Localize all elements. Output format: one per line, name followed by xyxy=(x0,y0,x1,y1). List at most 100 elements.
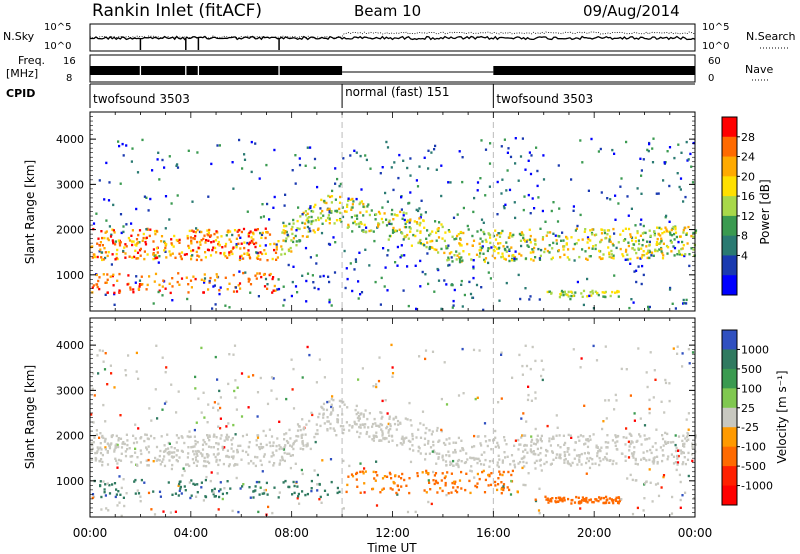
power-cell xyxy=(137,287,140,291)
power-cell xyxy=(164,195,168,198)
power-cell xyxy=(579,139,582,142)
power-cell xyxy=(533,207,536,210)
velocity-cell xyxy=(291,493,294,496)
velocity-cell xyxy=(132,441,136,445)
power-cell xyxy=(674,307,677,310)
power-cell xyxy=(513,201,516,204)
power-cell xyxy=(427,282,430,286)
power-cell xyxy=(235,290,239,293)
power-cell xyxy=(345,267,348,270)
power-cell xyxy=(319,207,322,210)
power-cell xyxy=(665,214,668,218)
power-cell xyxy=(202,237,205,241)
velocity-cell xyxy=(214,495,217,498)
velocity-cell xyxy=(362,413,365,416)
power-cell xyxy=(204,241,207,244)
velocity-cell xyxy=(524,434,527,437)
velocity-cell xyxy=(643,482,646,485)
velocity-cbar-tick-label-5: -100 xyxy=(741,441,766,454)
velocity-cell xyxy=(381,488,384,491)
velocity-cell xyxy=(259,442,262,446)
velocity-cell xyxy=(464,488,467,492)
power-cell xyxy=(307,207,310,211)
power-cell xyxy=(479,177,482,180)
velocity-cell xyxy=(687,428,690,431)
power-cell xyxy=(406,166,409,170)
power-cell xyxy=(472,210,475,214)
velocity-cell xyxy=(131,455,134,458)
velocity-cell xyxy=(166,451,169,455)
velocity-cell xyxy=(97,448,100,451)
velocity-cell xyxy=(586,457,589,460)
power-cell xyxy=(529,295,532,298)
velocity-cell xyxy=(578,460,581,463)
velocity-cell xyxy=(384,436,387,440)
power-cell xyxy=(475,253,479,256)
power-cell xyxy=(128,255,131,258)
velocity-cell xyxy=(666,441,669,444)
power-cell xyxy=(450,251,453,254)
power-cell xyxy=(339,182,342,186)
power-cell xyxy=(610,256,613,259)
velocity-cell xyxy=(545,449,549,453)
power-cell xyxy=(489,142,492,145)
power-cell xyxy=(146,253,149,256)
velocity-cell xyxy=(321,406,324,410)
velocity-cbar-tick-label-2: 100 xyxy=(741,382,762,395)
velocity-cell xyxy=(642,509,645,512)
power-cell xyxy=(522,208,525,212)
power-cell xyxy=(563,290,566,293)
velocity-cell xyxy=(541,378,544,382)
velocity-cell xyxy=(615,499,618,502)
velocity-cell xyxy=(459,449,462,453)
power-cell xyxy=(524,168,527,171)
power-cell xyxy=(209,234,213,237)
velocity-cell xyxy=(162,510,165,513)
power-cell xyxy=(96,255,99,259)
power-cell xyxy=(488,162,492,165)
power-cell xyxy=(98,179,101,182)
power-cell xyxy=(134,249,137,252)
power-cell xyxy=(197,246,200,249)
power-cell xyxy=(692,248,695,251)
power-cell xyxy=(449,181,452,184)
power-cell xyxy=(321,222,324,225)
velocity-cell xyxy=(587,459,590,463)
power-cell xyxy=(562,293,565,297)
power-cell xyxy=(215,273,218,276)
velocity-cell xyxy=(664,381,668,385)
power-cell xyxy=(609,198,612,201)
velocity-cell xyxy=(126,439,129,442)
velocity-cell xyxy=(555,434,558,437)
velocity-cell xyxy=(310,489,313,493)
velocity-cell xyxy=(236,448,239,452)
velocity-cell xyxy=(134,437,137,440)
velocity-cbar-swatch-8 xyxy=(722,485,737,506)
power-cell xyxy=(178,241,181,244)
velocity-cell xyxy=(156,417,159,420)
velocity-cell xyxy=(585,438,588,441)
power-cell xyxy=(152,257,155,261)
power-cell xyxy=(196,151,199,154)
power-cell xyxy=(340,220,343,224)
velocity-cell xyxy=(595,446,598,449)
velocity-cell xyxy=(530,440,533,444)
power-cell xyxy=(357,297,360,300)
velocity-cell xyxy=(664,378,667,382)
power-cell xyxy=(653,230,656,233)
velocity-cell xyxy=(440,479,443,482)
power-cell xyxy=(684,195,687,199)
velocity-cell xyxy=(255,443,258,447)
power-cell xyxy=(685,140,688,144)
velocity-cell xyxy=(694,434,697,437)
velocity-cell xyxy=(358,417,361,420)
velocity-cell xyxy=(640,458,643,461)
power-cell xyxy=(323,199,326,203)
power-cell xyxy=(195,227,198,230)
velocity-cell xyxy=(615,435,618,439)
power-cell xyxy=(610,253,613,256)
velocity-cell xyxy=(189,496,192,500)
velocity-cell xyxy=(602,501,605,505)
power-cell xyxy=(379,172,382,175)
power-cell xyxy=(487,247,490,250)
